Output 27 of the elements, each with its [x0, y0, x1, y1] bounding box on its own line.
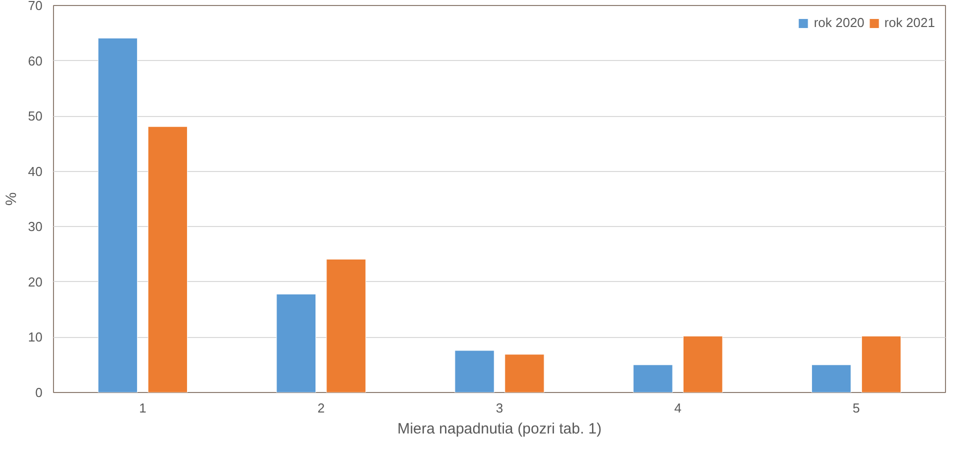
y-tick-label: 0 [35, 385, 43, 400]
y-tick-label: 50 [28, 108, 43, 124]
bar [148, 126, 188, 392]
y-tick-label: 30 [28, 219, 43, 234]
y-tick-label: 60 [28, 53, 43, 68]
y-tick-label: 70 [28, 0, 43, 13]
legend-label: rok 2021 [884, 15, 935, 30]
bar [633, 364, 673, 392]
y-tick-label: 20 [28, 274, 43, 290]
bar [504, 354, 544, 392]
bar [326, 259, 366, 392]
bar [683, 336, 723, 392]
y-tick-label: 10 [28, 330, 43, 345]
x-axis-title: Miera napadnutia (pozri tab. 1) [397, 420, 602, 438]
bar [454, 350, 494, 392]
y-axis-title: % [3, 192, 20, 206]
legend-label: rok 2020 [814, 15, 864, 30]
y-tick-label: 40 [28, 164, 43, 179]
bar [861, 336, 902, 392]
x-tick-label: 2 [317, 400, 325, 416]
bar [98, 38, 138, 392]
x-tick-label: 5 [852, 400, 860, 416]
x-tick-label: 3 [496, 400, 504, 416]
bar [811, 364, 852, 392]
x-tick-label: 1 [139, 400, 146, 416]
x-tick-label: 4 [674, 400, 682, 416]
bar [276, 294, 316, 392]
